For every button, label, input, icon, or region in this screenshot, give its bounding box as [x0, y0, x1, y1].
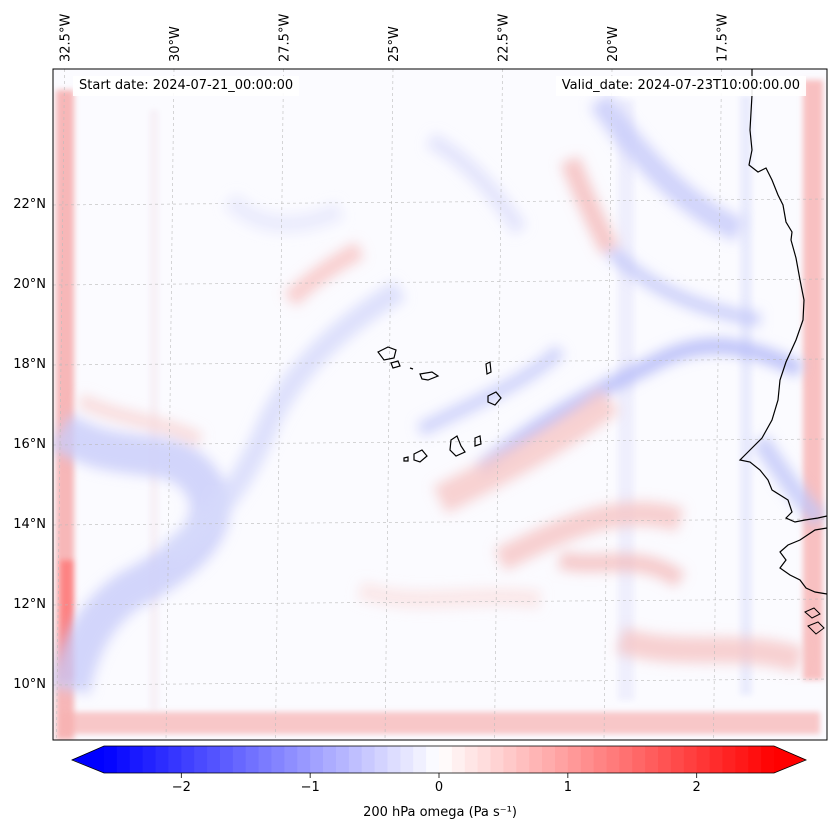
latitude-label: 14°N: [13, 517, 46, 532]
colorbar-cell: [310, 746, 324, 773]
colorbar: −2 −1 0 1 2: [70, 745, 808, 795]
colorbar-cell: [104, 746, 118, 773]
colorbar-cell: [439, 746, 453, 773]
colorbar-cells: [72, 746, 806, 773]
colorbar-cell: [451, 746, 466, 773]
colorbar-cell: [426, 746, 440, 773]
latitude-label: 20°N: [13, 277, 46, 292]
colorbar-cell: [593, 746, 608, 773]
colorbar-cell: [464, 746, 479, 773]
coastline-africa: [738, 69, 827, 523]
colorbar-cell: [258, 746, 273, 773]
colorbar-cell: [284, 746, 298, 773]
colorbar-cell: [323, 746, 337, 773]
colorbar-cell: [387, 746, 401, 773]
meridian-line: [165, 69, 175, 740]
colorbar-cell: [168, 746, 182, 773]
meridian-line: [56, 69, 65, 740]
colorbar-cell: [490, 746, 505, 773]
colorbar-cell: [658, 746, 672, 773]
colorbar-tick-label: 1: [564, 780, 572, 795]
colorbar-tick-label: 0: [435, 780, 443, 795]
coastline-bijagos: [804, 607, 825, 635]
cape-verde-islands: [377, 346, 502, 463]
colorbar-cell: [271, 746, 285, 773]
omega-anomalies: [53, 93, 827, 695]
meridian-line: [603, 69, 613, 740]
colorbar-cell: [632, 746, 646, 773]
colorbar-cell: [761, 746, 775, 773]
longitude-label: 27.5°W: [278, 14, 293, 62]
colorbar-cell: [116, 746, 131, 773]
colorbar-cell: [374, 746, 389, 773]
colorbar-cell: [542, 746, 556, 773]
longitude-labels: 32.5°W 30°W 27.5°W 25°W 22.5°W 20°W 17.5°W: [59, 14, 731, 62]
latitude-label: 18°N: [13, 357, 46, 372]
colorbar-tick-label: 2: [693, 780, 701, 795]
start-date-label: Start date: 2024-07-21_00:00:00: [73, 76, 300, 96]
colorbar-extend-low: [72, 746, 104, 773]
longitude-label: 17.5°W: [716, 14, 731, 62]
colorbar-cell: [477, 746, 492, 773]
colorbar-cell: [194, 746, 208, 773]
colorbar-cell: [335, 746, 350, 773]
colorbar-title: 200 hPa omega (Pa s⁻¹): [363, 805, 517, 820]
colorbar-cell: [722, 746, 736, 773]
colorbar-cell: [645, 746, 659, 773]
longitude-label: 20°W: [606, 26, 621, 62]
longitude-label: 22.5°W: [497, 14, 512, 62]
colorbar-cell: [219, 746, 234, 773]
colorbar-cell: [142, 746, 157, 773]
colorbar-cell: [400, 746, 414, 773]
colorbar-cell: [619, 746, 633, 773]
longitude-label: 30°W: [168, 26, 183, 62]
colorbar-cell: [245, 746, 260, 773]
map-frame: [52, 68, 828, 741]
meridian-line: [384, 69, 394, 740]
colorbar-cell: [696, 746, 711, 773]
latitude-labels: 22°N 20°N 18°N 16°N 14°N 12°N 10°N: [13, 197, 46, 692]
latitude-label: 22°N: [13, 197, 46, 212]
colorbar-tick-label: −1: [301, 780, 320, 795]
colorbar-cell: [348, 746, 363, 773]
colorbar-cell: [129, 746, 144, 773]
colorbar-cell: [232, 746, 247, 773]
colorbar-cell: [748, 746, 762, 773]
colorbar-cell: [529, 746, 543, 773]
colorbar-cell: [503, 746, 517, 773]
omega-field: [53, 69, 827, 740]
longitude-label: 25°W: [387, 26, 402, 62]
colorbar-cell: [413, 746, 427, 773]
colorbar-cell: [567, 746, 582, 773]
colorbar-cell: [554, 746, 569, 773]
colorbar-outline: [70, 745, 808, 774]
coastline-guinea: [779, 527, 827, 595]
colorbar-tick-label: −2: [172, 780, 191, 795]
latitude-label: 16°N: [13, 437, 46, 452]
colorbar-cell: [683, 746, 698, 773]
colorbar-extend-high: [774, 746, 806, 773]
latitude-label: 10°N: [13, 677, 46, 692]
colorbar-cell: [709, 746, 724, 773]
colorbar-cell: [606, 746, 620, 773]
colorbar-cell: [670, 746, 685, 773]
colorbar-cell: [207, 746, 221, 773]
colorbar-cell: [735, 746, 749, 773]
colorbar-cell: [297, 746, 311, 773]
boundary-strips: [56, 80, 823, 740]
colorbar-cell: [361, 746, 376, 773]
colorbar-cell: [181, 746, 195, 773]
colorbar-ticks: −2 −1 0 1 2: [172, 773, 701, 795]
valid-date-label: Valid_date: 2024-07-23T10:00:00.00: [555, 76, 806, 96]
meridian-line: [494, 69, 503, 740]
colorbar-cell: [580, 746, 595, 773]
graticule: [53, 69, 827, 740]
colorbar-cell: [516, 746, 530, 773]
meridian-line: [275, 69, 284, 740]
colorbar-cell: [155, 746, 170, 773]
latitude-label: 12°N: [13, 597, 46, 612]
meridian-line: [713, 69, 722, 740]
longitude-label: 32.5°W: [59, 14, 74, 62]
